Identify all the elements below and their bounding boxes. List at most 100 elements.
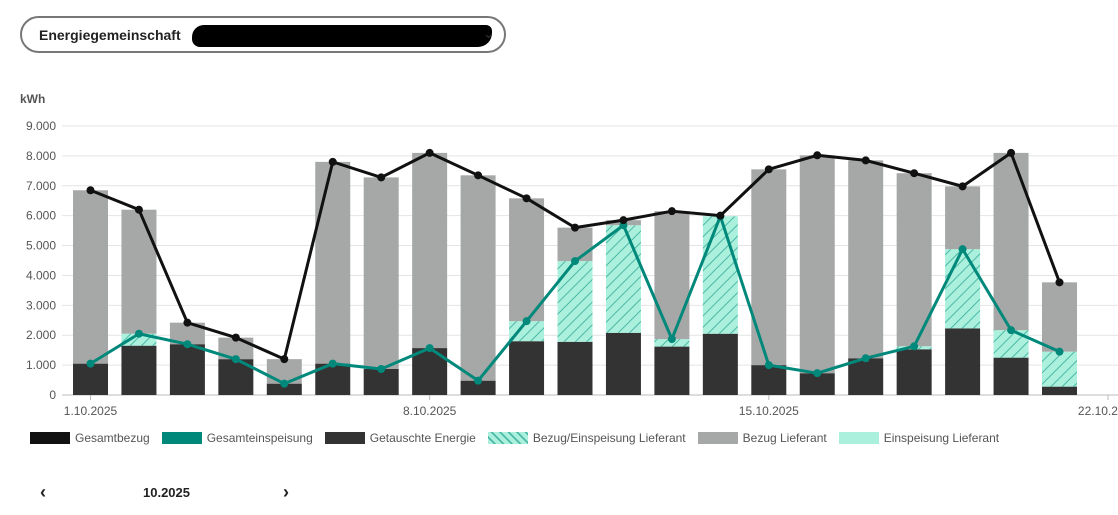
chart-legend: Gesamtbezug Gesamteinspeisung Getauschte… [30, 431, 1011, 445]
y-tick-label: 0 [49, 388, 56, 402]
gesamteinspeisung-point [425, 344, 434, 353]
legend-item-gesamteinspeisung[interactable]: Gesamteinspeisung [161, 431, 313, 445]
bar-getauschte-energie [121, 345, 157, 395]
y-tick-label: 8.000 [26, 149, 56, 163]
gesamtbezug-point [619, 216, 628, 225]
gesamteinspeisung-point [861, 354, 870, 363]
bar-bezug-einspeisung-lieferant [702, 216, 738, 334]
bar-getauschte-energie [363, 368, 399, 395]
y-tick-label: 2.000 [26, 328, 56, 342]
chevron-right-icon[interactable]: › [283, 481, 289, 502]
gesamteinspeisung-point [910, 342, 919, 351]
gesamteinspeisung-point [328, 359, 337, 368]
gesamteinspeisung-point [377, 364, 386, 373]
legend-item-bezug-lieferant[interactable]: Bezug Lieferant [697, 431, 827, 445]
bar-bezug-einspeisung-lieferant [509, 321, 545, 342]
y-tick-label: 4.000 [26, 268, 56, 282]
gesamtbezug-point [328, 157, 337, 166]
bar-bezug-lieferant [751, 169, 787, 366]
bar-bezug-lieferant [363, 177, 399, 369]
bar-bezug-lieferant [993, 152, 1029, 331]
gesamteinspeisung-point [134, 329, 143, 338]
gesamteinspeisung-point [183, 340, 192, 349]
gesamteinspeisung-point [86, 359, 95, 368]
bar-getauschte-energie [799, 373, 835, 395]
bar-getauschte-energie [557, 341, 593, 395]
bar-bezug-lieferant [121, 209, 157, 334]
legend-item-einspeisung-lieferant[interactable]: Einspeisung Lieferant [838, 431, 999, 445]
gesamtbezug-point [231, 333, 240, 342]
bar-getauschte-energie [654, 346, 690, 395]
y-tick-label: 1.000 [26, 358, 56, 372]
bar-getauschte-energie [460, 380, 496, 395]
gesamtbezug-point [86, 186, 95, 195]
community-select-label: Energiegemeinschaft [39, 26, 181, 43]
gesamtbezug-point [280, 355, 289, 364]
chevron-left-icon[interactable]: ‹ [40, 481, 46, 502]
gesamteinspeisung-point [571, 257, 579, 266]
community-select[interactable]: Energiegemeinschaft ⌄ [20, 16, 506, 53]
y-tick-label: 3.000 [26, 298, 56, 312]
chevron-down-icon: ⌄ [483, 26, 494, 41]
gesamteinspeisung-point [1055, 347, 1064, 356]
bar-bezug-einspeisung-lieferant [121, 333, 157, 346]
y-axis-label: kWh [20, 92, 45, 106]
gesamteinspeisung-point [231, 355, 240, 364]
gesamtbezug-point [667, 207, 676, 216]
bar-bezug-lieferant [315, 161, 351, 364]
legend-item-bezug-einspeisung-lieferant[interactable]: Bezug/Einspeisung Lieferant [487, 431, 686, 445]
bar-getauschte-energie [169, 344, 205, 395]
bar-bezug-lieferant [412, 152, 448, 349]
legend-swatch [161, 432, 202, 444]
gesamtbezug-point [910, 169, 919, 178]
legend-label: Gesamtbezug [75, 431, 150, 445]
legend-label: Getauschte Energie [369, 431, 476, 445]
gesamtbezug-point [958, 182, 967, 191]
gesamteinspeisung-point [813, 369, 822, 378]
bar-bezug-lieferant [557, 227, 593, 262]
energy-chart: 0 1.000 2.000 3.000 4.000 5.000 6.000 7.000 8.00… [20, 92, 1118, 418]
legend-swatch [697, 432, 738, 444]
bar-bezug-lieferant [460, 175, 496, 381]
bar-bezug-lieferant [848, 160, 884, 359]
gesamtbezug-point [474, 171, 483, 180]
bar-bezug-lieferant [509, 198, 545, 322]
bar-getauschte-energie [896, 349, 932, 395]
gesamteinspeisung-point [958, 245, 967, 254]
legend-swatch [487, 432, 528, 444]
x-tick-label: 22.10.2025 [1078, 404, 1118, 418]
y-tick-label: 6.000 [26, 209, 56, 223]
legend-swatch [324, 432, 365, 444]
legend-label: Bezug Lieferant [742, 431, 827, 445]
bar-bezug-einspeisung-lieferant [1042, 351, 1077, 387]
x-tick-label: 1.10.2025 [64, 404, 118, 418]
gesamtbezug-point [571, 223, 579, 232]
legend-label: Gesamteinspeisung [206, 431, 313, 445]
bar-bezug-lieferant [799, 155, 835, 374]
x-tick-label: 8.10.2025 [403, 404, 457, 418]
bar-getauschte-energie [266, 383, 302, 395]
bar-getauschte-energie [1042, 386, 1077, 395]
legend-swatch [838, 432, 879, 444]
bar-bezug-einspeisung-lieferant [605, 225, 641, 333]
bar-getauschte-energie [605, 332, 641, 395]
y-tick-label: 7.000 [26, 179, 56, 193]
gesamteinspeisung-point [1007, 326, 1016, 335]
bar-getauschte-energie [73, 363, 108, 395]
bar-getauschte-energie [848, 358, 884, 395]
gesamtbezug-point [861, 156, 870, 165]
legend-swatch [30, 432, 70, 444]
legend-item-getauschte-energie[interactable]: Getauschte Energie [324, 431, 476, 445]
gesamtbezug-point [1007, 148, 1016, 157]
legend-label: Bezug/Einspeisung Lieferant [532, 431, 686, 445]
bar-getauschte-energie [945, 328, 981, 395]
gesamteinspeisung-point [474, 376, 483, 385]
bar-bezug-lieferant [169, 322, 205, 345]
gesamteinspeisung-point [280, 379, 289, 388]
gesamteinspeisung-point [764, 361, 773, 370]
legend-item-gesamtbezug[interactable]: Gesamtbezug [30, 431, 150, 445]
bar-bezug-lieferant [654, 211, 690, 340]
y-tick-label: 5.000 [26, 239, 56, 253]
bar-bezug-lieferant [896, 173, 932, 347]
gesamtbezug-point [1055, 278, 1064, 287]
